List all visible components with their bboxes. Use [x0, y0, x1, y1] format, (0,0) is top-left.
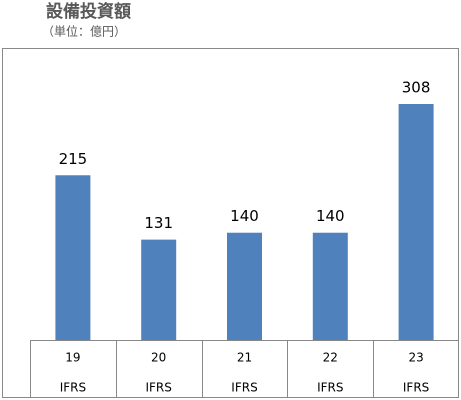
x-tick-sublabel: IFRS [403, 381, 429, 395]
data-label: 140 [230, 207, 259, 225]
data-label: 215 [59, 150, 88, 168]
bar [141, 239, 177, 340]
x-tick-sublabel: IFRS [60, 381, 86, 395]
x-tick-label: 23 [408, 351, 423, 365]
x-tick-label: 20 [151, 351, 166, 365]
bar [55, 175, 91, 340]
chart-title: 設備投資額 [46, 1, 131, 22]
bar [312, 232, 348, 340]
bar [227, 232, 262, 340]
data-label: 131 [144, 214, 173, 232]
x-tick-label: 19 [65, 351, 80, 365]
x-tick-label: 21 [237, 351, 252, 365]
data-label: 140 [316, 207, 345, 225]
data-label: 308 [402, 79, 431, 97]
bar [398, 104, 434, 340]
x-tick-label: 22 [323, 351, 338, 365]
chart-frame [2, 48, 459, 398]
x-tick-sublabel: IFRS [317, 381, 343, 395]
x-tick-sublabel: IFRS [145, 381, 171, 395]
x-tick-sublabel: IFRS [231, 381, 257, 395]
chart-subtitle: （単位：億円） [42, 24, 126, 39]
